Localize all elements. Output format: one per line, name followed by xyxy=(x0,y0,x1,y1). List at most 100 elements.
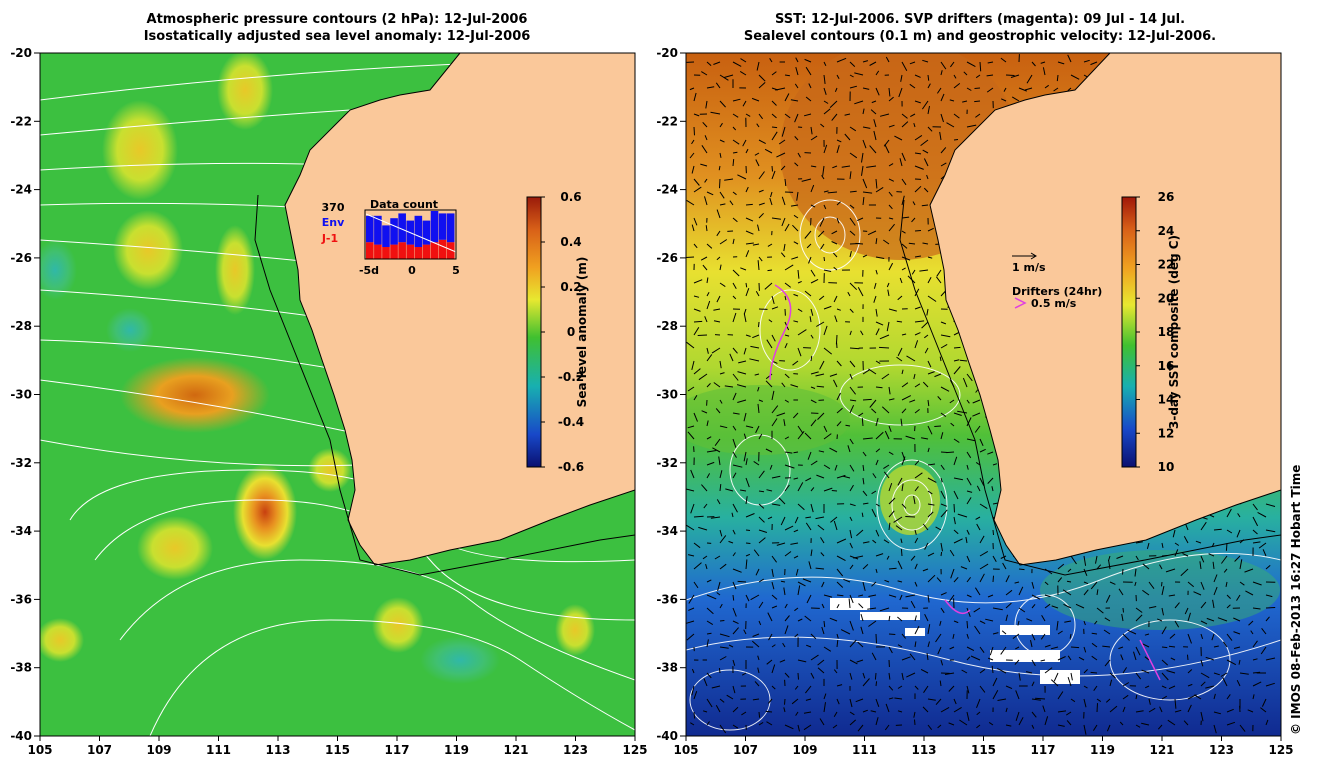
velocity-arrow xyxy=(979,503,988,510)
velocity-arrow xyxy=(783,419,786,427)
velocity-arrow xyxy=(896,356,903,362)
velocity-arrow xyxy=(914,320,925,323)
velocity-arrow xyxy=(935,526,942,531)
velocity-arrow xyxy=(1005,685,1013,690)
velocity-arrow xyxy=(771,217,781,220)
velocity-arrow xyxy=(758,503,765,509)
velocity-arrow xyxy=(743,433,747,440)
velocity-arrow xyxy=(1174,542,1180,546)
velocity-arrow xyxy=(1220,672,1228,677)
velocity-arrow xyxy=(693,320,703,323)
velocity-arrow xyxy=(966,529,970,535)
velocity-arrow xyxy=(897,560,903,570)
velocity-arrow xyxy=(1183,720,1189,726)
velocity-arrow xyxy=(884,579,890,583)
velocity-arrow xyxy=(784,615,790,622)
velocity-arrow xyxy=(986,87,994,93)
velocity-arrow xyxy=(1083,620,1086,626)
histogram-frame xyxy=(364,209,457,260)
velocity-arrow xyxy=(979,535,985,544)
velocity-arrow xyxy=(731,512,734,518)
velocity-arrow xyxy=(743,629,747,635)
velocity-arrow xyxy=(923,158,929,167)
velocity-arrow xyxy=(711,685,721,689)
velocity-arrow xyxy=(793,320,799,323)
velocity-arrow xyxy=(847,445,851,453)
right-land-australia xyxy=(929,53,1281,566)
velocity-arrow xyxy=(1167,719,1176,726)
velocity-arrow xyxy=(810,135,818,141)
velocity-arrow xyxy=(732,472,737,479)
velocity-arrow xyxy=(719,484,722,492)
velocity-arrow xyxy=(1116,555,1124,559)
velocity-arrow xyxy=(966,490,973,493)
shelf-contour xyxy=(254,194,635,576)
velocity-arrow xyxy=(771,113,777,119)
velocity-arrow xyxy=(836,639,839,648)
velocity-arrow xyxy=(797,724,800,732)
velocity-arrow xyxy=(849,594,854,604)
velocity-arrow xyxy=(810,334,814,339)
velocity-arrow xyxy=(728,540,734,544)
velocity-arrow xyxy=(914,134,923,141)
velocity-arrow xyxy=(752,334,760,339)
velocity-arrow xyxy=(711,347,721,354)
velocity-arrow xyxy=(816,321,825,327)
right-xtick-label: 111 xyxy=(852,743,877,757)
velocity-arrow xyxy=(953,456,958,466)
left-ytick-label: -30 xyxy=(10,388,32,402)
velocity-arrow xyxy=(927,83,931,89)
velocity-arrow xyxy=(901,656,911,661)
velocity-arrow xyxy=(883,239,890,245)
velocity-arrow xyxy=(781,217,786,227)
velocity-arrow xyxy=(869,145,877,154)
velocity-arrow xyxy=(732,61,742,67)
velocity-arrow xyxy=(1010,74,1020,78)
velocity-arrow xyxy=(808,561,812,570)
velocity-arrow xyxy=(1063,603,1072,609)
velocity-arrow xyxy=(939,680,942,687)
velocity-arrow xyxy=(703,678,708,687)
left-xtick-label: 125 xyxy=(622,743,647,757)
velocity-arrow xyxy=(836,407,843,414)
velocity-arrow xyxy=(927,277,932,284)
velocity-arrow xyxy=(823,204,827,210)
velocity-arrow xyxy=(866,165,877,168)
velocity-arrow xyxy=(836,594,844,597)
velocity-arrow xyxy=(1252,607,1261,610)
velocity-arrow xyxy=(714,555,721,560)
velocity-arrow xyxy=(888,178,895,182)
velocity-arrow xyxy=(823,487,833,492)
velocity-arrow xyxy=(1144,633,1150,636)
velocity-arrow xyxy=(804,432,812,440)
velocity-arrow xyxy=(831,113,838,121)
velocity-arrow xyxy=(940,321,947,325)
velocity-arrow xyxy=(910,555,916,561)
velocity-arrow xyxy=(797,618,803,622)
velocity-arrow xyxy=(758,74,766,82)
velocity-arrow xyxy=(797,152,801,158)
velocity-arrow xyxy=(693,412,698,422)
velocity-arrow xyxy=(849,719,857,726)
velocity-arrow xyxy=(849,308,854,313)
velocity-arrow xyxy=(1208,553,1215,557)
velocity-arrow xyxy=(716,499,721,505)
velocity-arrow xyxy=(849,204,855,209)
velocity-arrow xyxy=(853,555,864,559)
velocity-arrow xyxy=(940,61,947,70)
velocity-arrow xyxy=(729,353,734,362)
velocity-arrow xyxy=(906,355,916,362)
velocity-arrow xyxy=(922,149,929,154)
velocity-arrow xyxy=(1109,672,1116,679)
velocity-arrow xyxy=(1057,724,1065,727)
velocity-arrow xyxy=(732,217,738,223)
velocity-arrow xyxy=(753,460,760,466)
velocity-arrow xyxy=(944,672,955,675)
left-ytick-label: -34 xyxy=(10,524,32,538)
left-cb-tick-label: 0.4 xyxy=(560,235,581,249)
left-colorbar-ticks: 0.6 0.4 0.2 0 -0.2 -0.4 -0.6 xyxy=(541,190,584,474)
velocity-arrow xyxy=(756,61,760,71)
velocity-arrow xyxy=(940,706,950,713)
velocity-arrow xyxy=(706,300,711,310)
velocity-arrow xyxy=(732,438,737,448)
